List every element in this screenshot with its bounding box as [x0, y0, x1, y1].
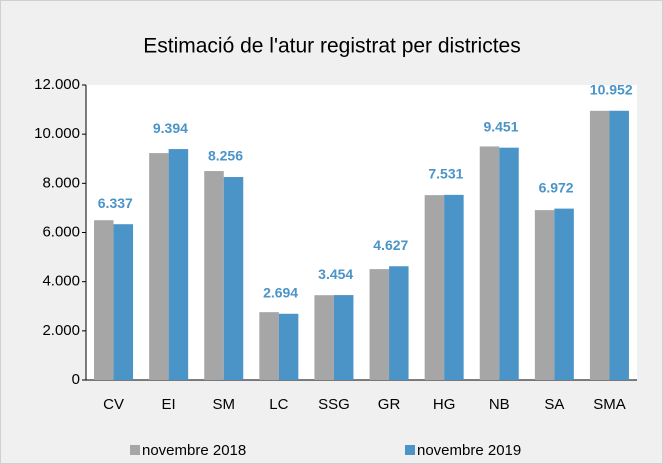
bar — [554, 208, 574, 380]
value-label: 6.972 — [539, 179, 574, 195]
value-label: 8.256 — [208, 148, 243, 164]
value-label: 9.394 — [153, 120, 188, 136]
bar — [278, 313, 299, 380]
bar — [204, 171, 224, 380]
value-label: 6.337 — [98, 195, 133, 211]
x-tick-label: NB — [489, 396, 510, 413]
bar — [259, 312, 279, 380]
legend-swatch — [130, 445, 140, 455]
x-tick-label: GR — [378, 396, 401, 413]
bar — [113, 224, 134, 380]
bar — [499, 147, 519, 380]
bar — [609, 110, 629, 380]
y-tick-label: 2.000 — [42, 322, 80, 339]
legend-swatch — [405, 445, 415, 455]
x-tick-label: SMA — [593, 396, 626, 413]
y-tick-label: 4.000 — [42, 273, 80, 290]
bar — [389, 266, 409, 380]
bar — [589, 110, 610, 380]
x-tick-label: LC — [269, 396, 288, 413]
value-label: 10.952 — [590, 81, 633, 97]
y-tick-label: 8.000 — [42, 174, 80, 191]
chart-title: Estimació de l'atur registrat per distri… — [143, 35, 520, 58]
y-tick-label: 6.000 — [42, 223, 80, 240]
value-label: 7.531 — [428, 166, 463, 182]
bar — [149, 153, 169, 380]
value-label: 4.627 — [373, 237, 408, 253]
x-tick-label: SA — [544, 396, 564, 413]
bar — [168, 149, 189, 380]
bar — [424, 195, 445, 380]
x-tick-label: EI — [162, 396, 176, 413]
legend-label: novembre 2018 — [142, 442, 246, 459]
value-label: 3.454 — [318, 266, 353, 282]
y-tick-label: 10.000 — [34, 125, 80, 142]
bar — [333, 295, 354, 380]
bar — [444, 194, 464, 380]
bar — [314, 295, 334, 380]
bar — [94, 220, 114, 380]
y-tick-label: 12.000 — [34, 76, 80, 93]
value-label: 2.694 — [263, 284, 298, 300]
bar — [534, 210, 555, 380]
value-label: 9.451 — [483, 118, 518, 134]
y-tick-label: 0 — [72, 371, 80, 388]
x-tick-label: CV — [103, 396, 124, 413]
x-tick-label: SSG — [318, 396, 350, 413]
x-tick-label: HG — [433, 396, 456, 413]
bar — [369, 269, 390, 380]
bar — [479, 146, 500, 380]
legend-label: novembre 2019 — [417, 442, 521, 459]
bar — [223, 177, 244, 380]
x-tick-label: SM — [213, 396, 236, 413]
